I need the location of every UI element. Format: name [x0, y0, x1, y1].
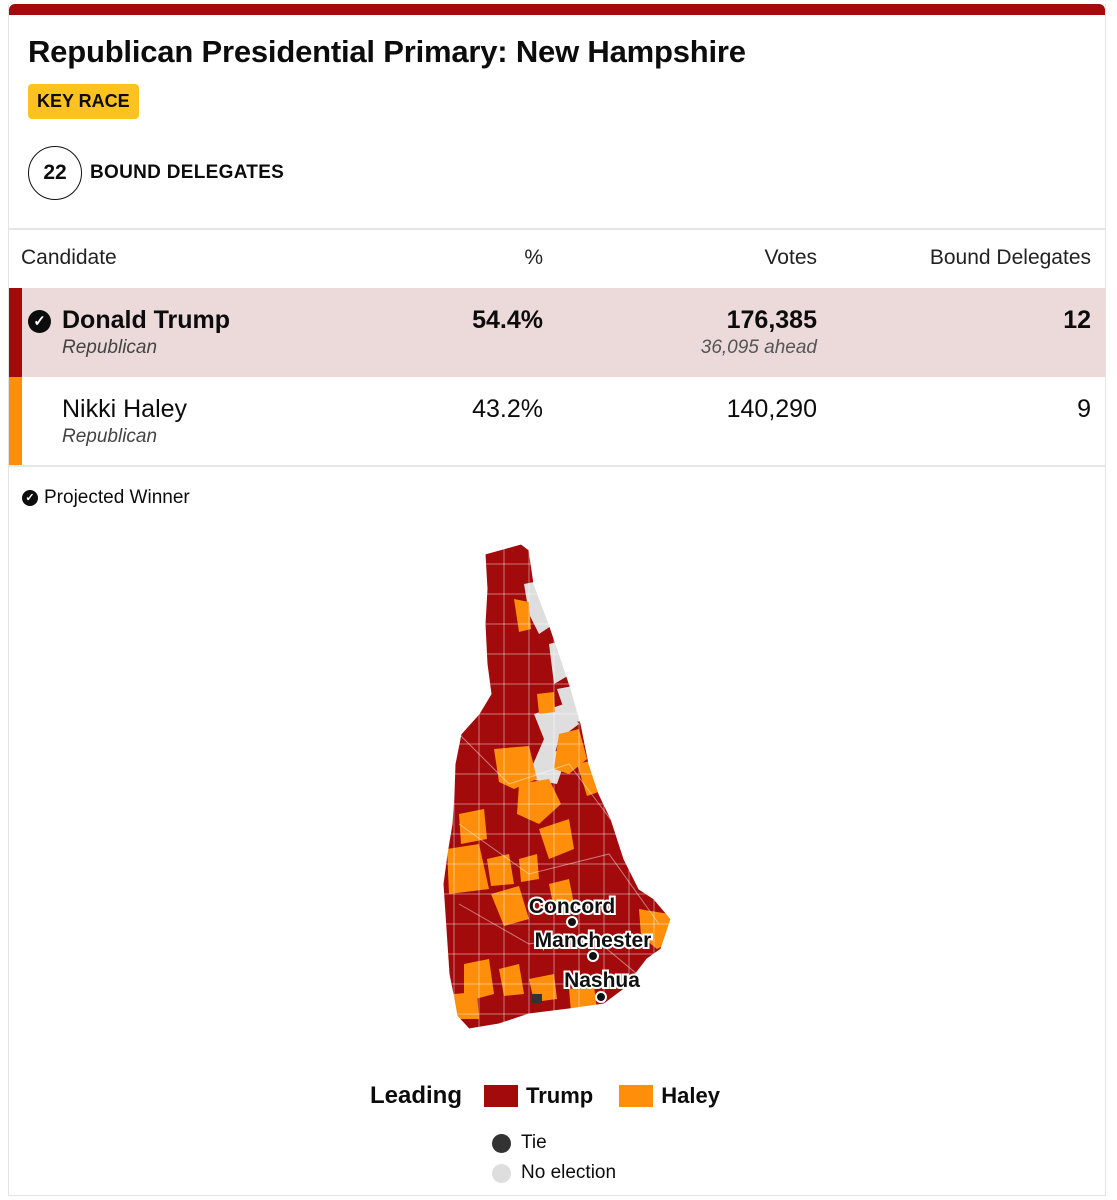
race-title: Republican Presidential Primary: New Ham…	[28, 34, 746, 69]
legend-label-tie: Tie	[521, 1132, 547, 1153]
state-outline	[442, 543, 672, 1030]
candidate-party: Republican	[62, 426, 158, 447]
legend-swatch-haley	[619, 1085, 654, 1107]
tie-area	[532, 994, 542, 1003]
results-card: Republican Presidential Primary: New Ham…	[8, 4, 1106, 1196]
projected-winner-label: Projected Winner	[44, 487, 190, 508]
candidate-color-stripe	[9, 288, 22, 377]
top-accent-bar	[9, 4, 1105, 15]
col-percent: %	[524, 246, 543, 269]
city-concord: Concord	[527, 893, 617, 928]
delegates-label: BOUND DELEGATES	[90, 162, 285, 183]
check-icon: ✓	[22, 490, 38, 506]
candidate-delegates: 12	[1063, 306, 1091, 334]
city-dot-icon	[595, 991, 607, 1003]
legend-item-no-election: No election	[492, 1158, 616, 1188]
bound-delegates: 22 BOUND DELEGATES	[28, 145, 284, 201]
legend-label-trump: Trump	[526, 1083, 594, 1108]
legend-title: Leading	[370, 1082, 463, 1109]
candidate-votes: 140,290	[726, 395, 817, 423]
map-legend: Leading Trump Haley	[370, 1076, 746, 1116]
col-delegates: Bound Delegates	[929, 246, 1091, 269]
votes-ahead: 36,095 ahead	[700, 337, 817, 358]
table-header: Candidate % Votes Bound Delegates	[9, 230, 1105, 286]
map-legend-extra: Tie No election	[492, 1128, 616, 1188]
table-row: ✓ Donald Trump Republican 54.4% 176,385 …	[9, 288, 1105, 377]
candidate-color-stripe	[9, 377, 22, 466]
col-votes: Votes	[764, 246, 817, 269]
city-nashua: Nashua	[562, 967, 642, 1003]
candidate-votes: 176,385	[726, 306, 817, 334]
check-icon: ✓	[28, 310, 51, 333]
divider	[9, 228, 1105, 230]
candidate-delegates: 9	[1077, 395, 1091, 423]
legend-item-tie: Tie	[492, 1128, 616, 1158]
col-candidate: Candidate	[21, 246, 117, 269]
candidate-name: Donald Trump	[62, 306, 231, 334]
candidate-name: Nikki Haley	[62, 395, 188, 423]
legend-label-haley: Haley	[661, 1083, 720, 1108]
city-dot-icon	[587, 950, 599, 962]
delegates-count-circle: 22	[28, 146, 82, 200]
nh-county-map: Concord Manchester Nashua	[442, 543, 672, 1030]
city-manchester: Manchester	[533, 927, 653, 962]
divider	[9, 465, 1105, 467]
legend-label-no-election: No election	[521, 1162, 617, 1183]
legend-swatch-trump	[484, 1085, 519, 1107]
tie-dot-icon	[492, 1133, 511, 1153]
candidate-party: Republican	[62, 337, 158, 358]
city-label: Concord	[529, 895, 615, 918]
candidate-percent: 43.2%	[472, 395, 543, 423]
table-row: Nikki Haley Republican 43.2% 140,290 9	[9, 377, 1105, 466]
no-election-dot-icon	[492, 1163, 511, 1183]
city-label: Nashua	[564, 969, 640, 992]
key-race-badge: KEY RACE	[28, 84, 139, 119]
haley-areas	[447, 599, 671, 1019]
city-label: Manchester	[535, 929, 652, 952]
candidate-percent: 54.4%	[472, 306, 543, 334]
city-dot-icon	[566, 916, 578, 928]
projected-winner-note: ✓ Projected Winner	[22, 487, 190, 509]
